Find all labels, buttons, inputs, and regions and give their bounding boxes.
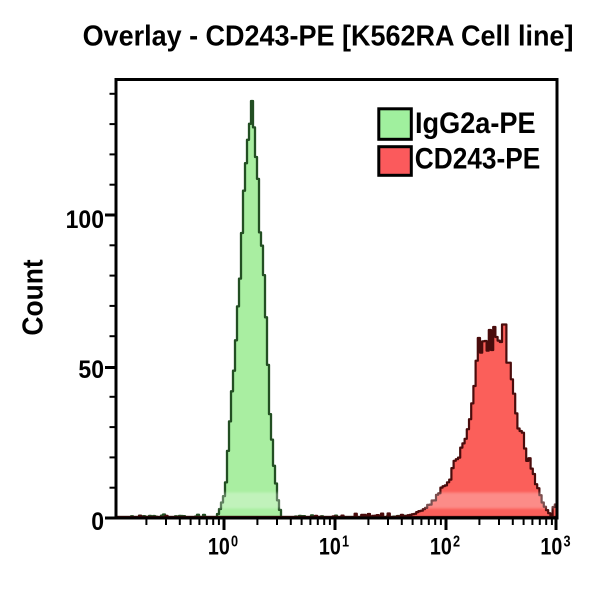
svg-text:101: 101 — [319, 533, 349, 560]
svg-text:Count: Count — [17, 259, 49, 335]
svg-text:50: 50 — [78, 356, 104, 384]
svg-text:CD243-PE: CD243-PE — [415, 142, 540, 175]
svg-text:0: 0 — [91, 508, 104, 536]
svg-text:Overlay - CD243-PE [K562RA Cel: Overlay - CD243-PE [K562RA Cell line] — [83, 20, 574, 52]
svg-text:100: 100 — [66, 206, 104, 234]
svg-text:IgG2a-PE: IgG2a-PE — [415, 107, 536, 140]
